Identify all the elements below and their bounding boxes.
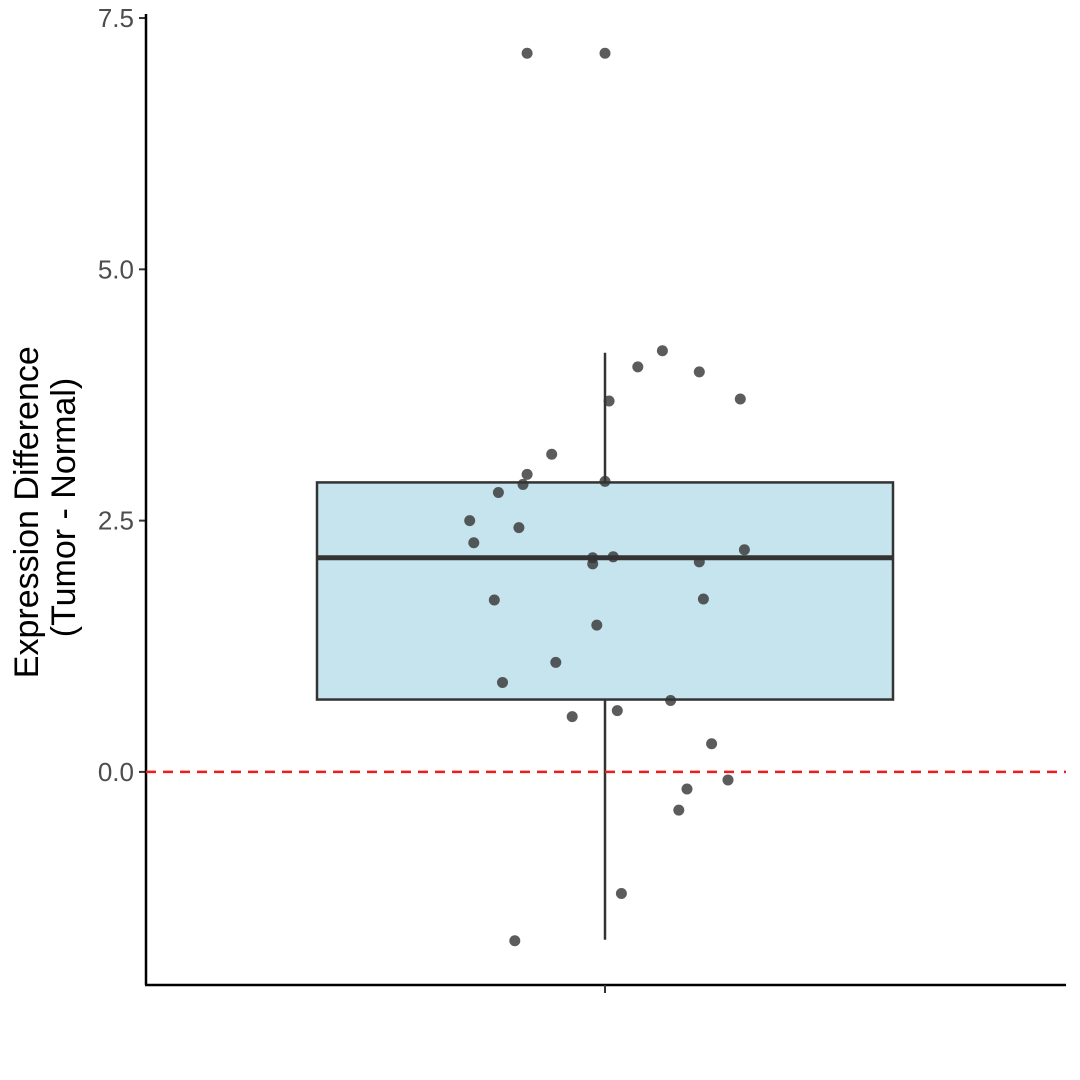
y-tick-label: 7.5 — [98, 3, 134, 33]
data-point — [488, 594, 500, 606]
y-axis-title-line-2: (Tumor - Normal) — [45, 378, 83, 637]
y-tick-label: 5.0 — [98, 254, 134, 284]
data-point — [566, 711, 578, 723]
data-point — [513, 522, 525, 534]
data-point — [599, 47, 611, 59]
data-point — [693, 556, 705, 568]
data-point — [468, 537, 480, 549]
data-points — [464, 47, 750, 947]
data-point — [599, 475, 611, 487]
data-point — [697, 593, 709, 605]
data-point — [656, 345, 668, 357]
data-point — [464, 515, 476, 527]
data-point — [738, 544, 750, 556]
y-tick-label: 0.0 — [98, 757, 134, 787]
data-point — [607, 551, 619, 563]
data-point — [611, 705, 623, 717]
data-point — [693, 366, 705, 378]
data-point — [591, 619, 603, 631]
interquartile-box — [315, 481, 895, 701]
y-tick-label: 2.5 — [98, 506, 134, 536]
data-point — [665, 695, 677, 707]
y-axis-title: Expression Difference (Tumor - Normal) — [8, 337, 83, 678]
data-point — [734, 393, 746, 405]
data-point — [521, 468, 533, 480]
data-point — [497, 676, 508, 688]
data-point — [632, 361, 644, 373]
data-point — [509, 935, 521, 947]
data-point — [603, 395, 615, 407]
data-point — [722, 774, 734, 786]
y-axis-tick-labels: 0.0 2.5 5.0 7.5 — [98, 3, 134, 787]
data-point — [706, 738, 718, 750]
data-point — [550, 656, 562, 668]
data-point — [492, 486, 504, 498]
data-point — [673, 804, 685, 816]
data-point — [546, 448, 558, 460]
data-point — [521, 47, 533, 59]
data-point — [587, 558, 599, 570]
data-point — [517, 478, 529, 490]
data-point — [615, 888, 627, 900]
data-point — [681, 783, 693, 795]
y-axis-title-line-1: Expression Difference — [8, 346, 46, 678]
